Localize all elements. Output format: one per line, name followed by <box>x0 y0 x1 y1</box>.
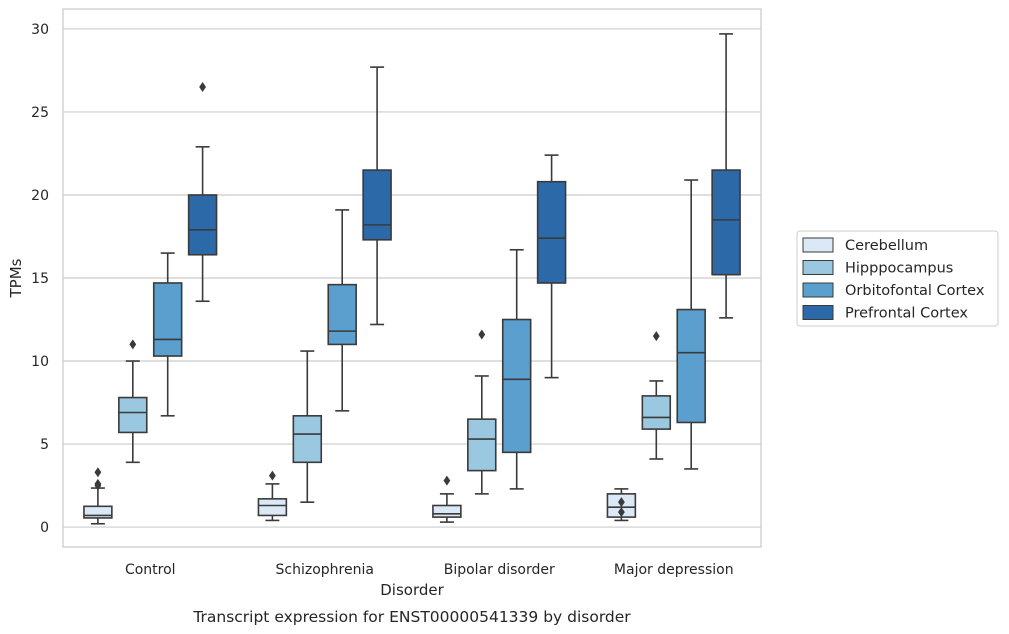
box-2-3 <box>676 179 706 470</box>
legend-swatch <box>802 305 834 320</box>
outlier-point <box>618 497 625 508</box>
box-3-1 <box>362 66 392 326</box>
legend-label: Prefrontal Cortex <box>845 306 968 322</box>
box-1-3 <box>641 331 672 460</box>
legend-swatch <box>802 282 834 298</box>
y-axis-label: TPMs <box>7 258 25 298</box>
box-0-0 <box>83 467 113 525</box>
box-iqr <box>118 396 148 434</box>
box-1-1 <box>292 350 323 503</box>
box-iqr <box>467 418 497 472</box>
box-1-2 <box>467 329 497 495</box>
box-iqr <box>187 194 218 256</box>
box-3-3 <box>711 33 741 319</box>
box-0-2 <box>432 475 462 523</box>
box-iqr <box>641 395 672 430</box>
x-tick-label: Control <box>125 562 176 578</box>
box-iqr <box>152 282 183 357</box>
x-tick-label: Schizophrenia <box>276 562 374 578</box>
chart-caption: Transcript expression for ENST0000054133… <box>192 608 631 626</box>
outlier-point <box>94 467 102 478</box>
legend-swatch <box>802 260 834 275</box>
outlier-point <box>443 475 451 486</box>
boxes <box>83 33 741 525</box>
legend-frame <box>796 230 999 327</box>
y-tick-label: 10 <box>31 354 49 370</box>
box-iqr <box>432 504 462 518</box>
legend-entries: Cerebellum Hipppocampus Orbitofontal Corte… <box>802 237 985 322</box>
x-axis-label: Disorder <box>380 581 444 599</box>
legend-label: Orbitofontal Cortex <box>845 283 985 299</box>
box-iqr <box>501 318 532 454</box>
y-tick-label: 15 <box>31 271 49 287</box>
y-grid <box>63 28 761 528</box>
box-iqr <box>676 308 706 424</box>
box-iqr <box>362 169 392 241</box>
box-1-0 <box>118 339 148 464</box>
x-tick-label: Bipolar disorder <box>444 562 555 578</box>
outlier-point <box>199 82 206 93</box>
box-3-2 <box>536 154 567 379</box>
legend-swatch <box>802 237 834 253</box>
legend-label: Hipppocampus <box>845 261 953 277</box>
x-tick-label: Major depression <box>614 562 734 578</box>
box-3-0 <box>187 82 218 303</box>
box-iqr <box>292 415 323 464</box>
y-tick-label: 5 <box>40 437 49 453</box>
y-tick-label: 25 <box>31 105 49 121</box>
box-0-1 <box>257 470 288 522</box>
box-iqr <box>257 498 288 517</box>
outlier-point <box>478 329 486 340</box>
box-iqr <box>536 180 567 284</box>
box-iqr <box>711 169 741 276</box>
y-tick-label: 30 <box>31 22 49 38</box>
box-2-1 <box>327 209 357 412</box>
plot-frame <box>62 8 762 548</box>
box-2-0 <box>152 252 183 417</box>
y-tick-label: 20 <box>31 188 49 204</box>
box-0-3 <box>606 488 637 522</box>
legend-label: Cerebellum <box>845 238 928 254</box>
box-iqr <box>327 283 357 346</box>
box-iqr <box>83 505 113 519</box>
box-2-2 <box>501 248 532 490</box>
outlier-point <box>94 478 102 489</box>
y-tick-label: 0 <box>40 520 49 536</box>
outlier-point <box>652 331 660 342</box>
outlier-point <box>618 507 625 518</box>
x-tick-labels: Control Schizophrenia Bipolar disorder Majo… <box>125 562 734 578</box>
y-tick-labels: 0 5 10 15 20 25 30 <box>31 22 49 536</box>
legend: Cerebellum Hipppocampus Orbitofontal Corte… <box>796 230 999 327</box>
outlier-point <box>269 470 276 481</box>
outlier-point <box>129 339 137 350</box>
